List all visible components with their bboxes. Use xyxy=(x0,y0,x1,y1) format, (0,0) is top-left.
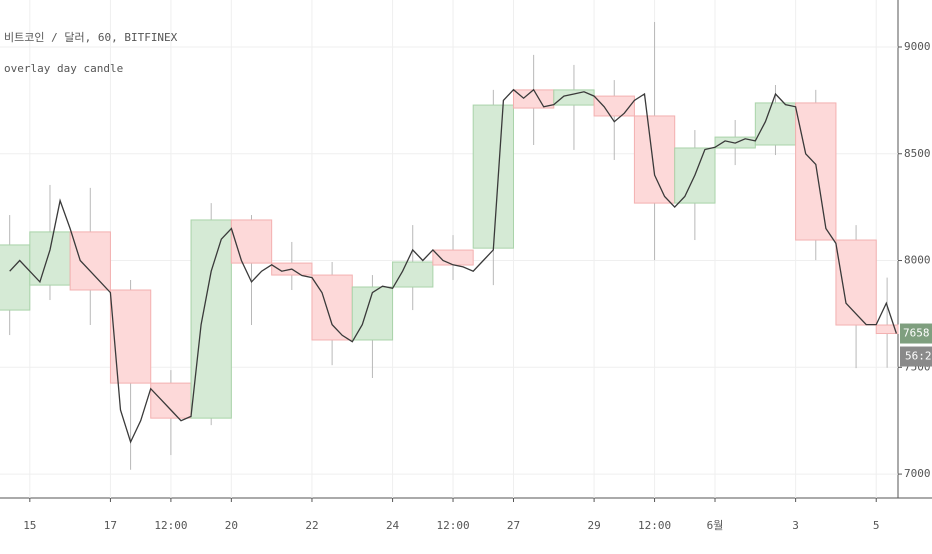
x-tick-label: 12:00 xyxy=(154,519,187,532)
y-tick-label: 8500.0 xyxy=(904,147,932,160)
day-body xyxy=(875,324,899,335)
x-tick-label: 12:00 xyxy=(436,519,469,532)
price-line xyxy=(9,88,898,444)
last-price-label: 7658.2 xyxy=(903,327,932,340)
x-tick-label: 27 xyxy=(507,519,520,532)
x-tick-label: 3 xyxy=(792,519,799,532)
day-body xyxy=(150,382,192,419)
day-body xyxy=(0,244,31,311)
y-tick-label: 8000.0 xyxy=(904,254,932,267)
price-line-layer xyxy=(9,88,898,444)
y-tick-label: 7000.0 xyxy=(904,467,932,480)
labels: 7000.07500.08000.08500.09000.0151712:002… xyxy=(23,40,932,532)
day-body xyxy=(593,95,635,117)
x-tick-label: 24 xyxy=(386,519,400,532)
x-tick-label: 6월 xyxy=(707,519,724,532)
x-tick-label: 29 xyxy=(587,519,600,532)
x-tick-label: 22 xyxy=(305,519,318,532)
day-body xyxy=(69,231,111,291)
day-body xyxy=(392,261,434,288)
y-tick-label: 9000.0 xyxy=(904,40,932,53)
chart-title: 비트코인 / 달러, 60, BITFINEX xyxy=(4,31,178,44)
day-body xyxy=(311,274,353,341)
day-body xyxy=(795,102,837,241)
x-tick-label: 5 xyxy=(873,519,880,532)
x-tick-label: 17 xyxy=(104,519,117,532)
countdown-box xyxy=(900,346,932,367)
day-candles xyxy=(0,21,899,470)
x-tick-label: 20 xyxy=(225,519,238,532)
last-price-box xyxy=(900,323,932,344)
day-body xyxy=(230,219,273,264)
day-body xyxy=(754,102,797,146)
x-tick-label: 12:00 xyxy=(638,519,671,532)
x-tick-label: 15 xyxy=(23,519,36,532)
day-body xyxy=(633,115,676,204)
day-body xyxy=(432,249,474,266)
countdown-label: 56:29 xyxy=(905,350,932,363)
day-body xyxy=(190,219,232,419)
indicator-name: overlay day candle xyxy=(4,62,123,75)
day-body xyxy=(553,89,595,106)
day-body xyxy=(472,104,514,249)
